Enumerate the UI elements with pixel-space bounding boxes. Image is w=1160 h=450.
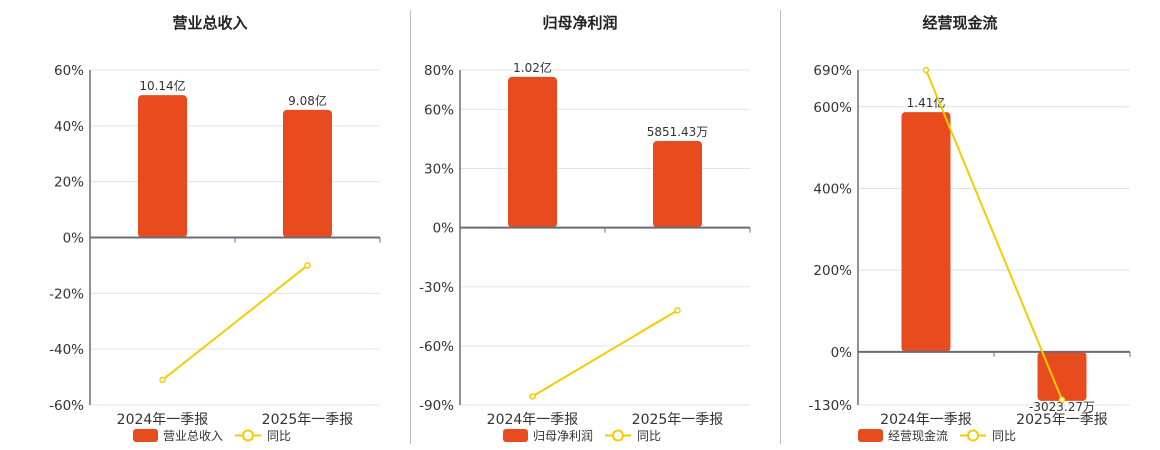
chart-2: 归母净利润 80% 60% 30% 0% -30% -60% -90% 1.02亿 2024年一季… bbox=[419, 14, 751, 443]
legend-line-marker bbox=[967, 429, 979, 442]
y-tick-label: 0% bbox=[831, 345, 853, 361]
x-tick-label: 2025年一季报 bbox=[632, 412, 724, 428]
y-tick-label: -90% bbox=[419, 398, 454, 414]
x-tick-label: 2024年一季报 bbox=[880, 412, 972, 428]
y-tick-label: 60% bbox=[424, 102, 454, 118]
line-series-yoy bbox=[925, 69, 1063, 401]
bar-data-label: 1.41亿 bbox=[907, 95, 946, 110]
y-tick-label: 600% bbox=[813, 100, 852, 116]
x-tick-label: 2024年一季报 bbox=[487, 412, 579, 428]
line-point bbox=[1058, 396, 1066, 403]
x-tick-label: 2025年一季报 bbox=[262, 412, 354, 428]
legend-line-label: 同比 bbox=[637, 429, 661, 443]
legend-line-label: 同比 bbox=[992, 429, 1016, 443]
legend-line-label: 同比 bbox=[267, 429, 291, 443]
y-tick-label: -60% bbox=[49, 398, 84, 414]
y-tick-label: 60% bbox=[54, 63, 84, 79]
bar-data-label: 9.08亿 bbox=[288, 93, 327, 108]
line-series-yoy bbox=[161, 264, 309, 381]
chart-title: 营业总收入 bbox=[172, 14, 247, 32]
bar bbox=[1037, 351, 1087, 401]
bar-data-label: 5851.43万 bbox=[647, 125, 709, 139]
x-tick-label: 2025年一季报 bbox=[1016, 412, 1108, 428]
bar-data-label: 10.14亿 bbox=[139, 78, 185, 93]
legend-line-marker bbox=[612, 429, 624, 442]
line-series-yoy bbox=[531, 309, 679, 398]
legend-bar-swatch bbox=[503, 429, 528, 442]
line-point bbox=[922, 66, 930, 74]
chart-3: 经营现金流 690% 600% 400% 200% 0% -130% 1.41亿 2024年一季… bbox=[809, 14, 1131, 443]
y-tick-label: -20% bbox=[49, 286, 84, 302]
y-tick-label: -60% bbox=[419, 339, 454, 355]
y-tick-label: 80% bbox=[424, 63, 454, 79]
bar-data-label: 1.02亿 bbox=[513, 60, 552, 75]
chart-title: 经营现金流 bbox=[922, 14, 997, 32]
bar bbox=[653, 140, 702, 228]
bar-data-label: -3023.27万 bbox=[1029, 400, 1095, 414]
legend-line-marker bbox=[242, 429, 254, 442]
y-tick-label: 20% bbox=[54, 175, 84, 191]
y-tick-label: 40% bbox=[54, 119, 84, 135]
bar bbox=[508, 76, 557, 228]
y-tick-label: -130% bbox=[809, 398, 853, 414]
chart-title: 归母净利润 bbox=[542, 14, 617, 32]
legend-bar-label: 营业总收入 bbox=[163, 429, 223, 443]
y-tick-label: 690% bbox=[813, 63, 852, 79]
legend-bar-label: 归母净利润 bbox=[533, 429, 593, 443]
x-tick-label: 2024年一季报 bbox=[117, 412, 209, 428]
y-tick-label: -40% bbox=[49, 342, 84, 358]
line-point bbox=[529, 393, 536, 400]
legend-bar-swatch bbox=[133, 429, 158, 442]
divider bbox=[410, 10, 411, 444]
chart-1: 营业总收入 60% 40% 20% 0% -20% -40% -60% 10.14亿 2024年一… bbox=[49, 14, 381, 443]
legend-bar-label: 经营现金流 bbox=[888, 428, 948, 443]
y-tick-label: 30% bbox=[424, 162, 454, 178]
line-point bbox=[159, 376, 166, 384]
y-tick-label: -30% bbox=[419, 280, 454, 296]
legend-bar-swatch bbox=[858, 429, 883, 442]
y-tick-label: 200% bbox=[813, 263, 852, 279]
y-tick-label: 0% bbox=[433, 221, 455, 237]
y-tick-label: 0% bbox=[63, 231, 85, 247]
bar bbox=[283, 109, 332, 238]
y-tick-label: 400% bbox=[813, 181, 852, 197]
bar bbox=[901, 112, 951, 352]
line-point bbox=[674, 307, 681, 314]
line-point bbox=[304, 262, 311, 269]
divider bbox=[780, 10, 781, 444]
bar bbox=[138, 95, 187, 238]
